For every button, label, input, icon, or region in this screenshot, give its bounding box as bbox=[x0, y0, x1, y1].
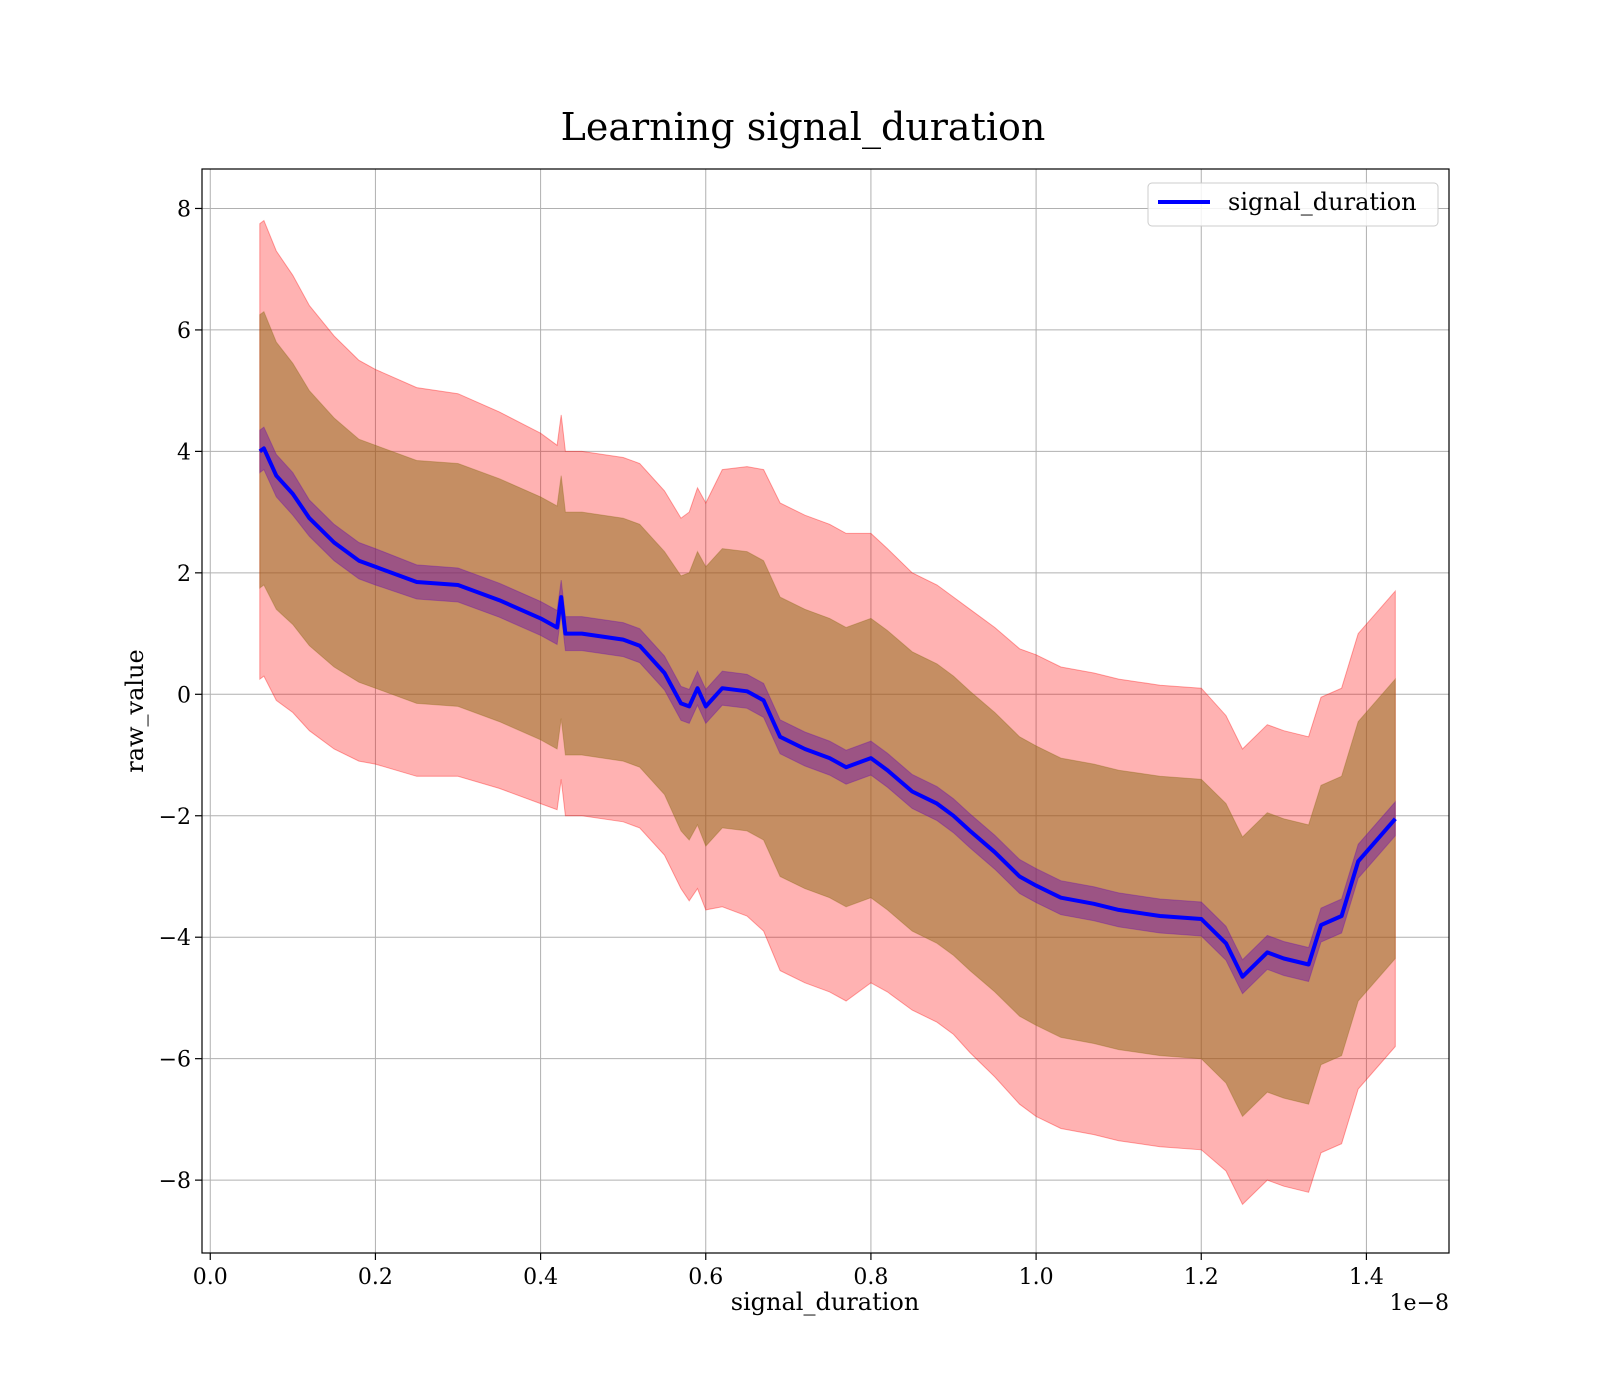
x-tick-label: 0.6 bbox=[688, 1265, 723, 1290]
chart-title: Learning signal_duration bbox=[561, 105, 1046, 150]
band-inner bbox=[259, 426, 1396, 995]
y-tick-label: 2 bbox=[177, 562, 191, 587]
legend-entry-signal-duration: signal_duration bbox=[1228, 188, 1417, 216]
y-tick-label: −6 bbox=[159, 1048, 191, 1073]
x-axis-ticks: 0.0 0.2 0.4 0.6 0.8 1.0 1.2 1.4 bbox=[193, 1253, 1384, 1290]
x-tick-label: 1.4 bbox=[1349, 1265, 1384, 1290]
x-axis-offset-label: 1e−8 bbox=[1390, 1291, 1449, 1316]
x-tick-label: 1.0 bbox=[1019, 1265, 1054, 1290]
x-tick-label: 0.8 bbox=[853, 1265, 888, 1290]
band-middle bbox=[259, 310, 1396, 1118]
x-tick-label: 0.0 bbox=[193, 1265, 228, 1290]
y-tick-label: 8 bbox=[177, 197, 191, 222]
y-tick-label: 4 bbox=[177, 440, 191, 465]
y-tick-label: −4 bbox=[159, 926, 191, 951]
y-tick-label: 0 bbox=[177, 683, 191, 708]
plot-frame bbox=[201, 168, 1450, 1254]
x-tick-label: 0.4 bbox=[523, 1265, 558, 1290]
lines bbox=[258, 446, 1397, 979]
y-axis-ticks: −8 −6 −4 −2 0 2 4 6 8 bbox=[159, 197, 202, 1194]
bands bbox=[259, 219, 1396, 1206]
x-tick-label: 1.2 bbox=[1184, 1265, 1219, 1290]
y-tick-label: 6 bbox=[177, 319, 191, 344]
x-tick-label: 0.2 bbox=[358, 1265, 393, 1290]
y-axis-label: raw_value bbox=[121, 649, 149, 773]
x-axis-label: signal_duration bbox=[731, 1288, 920, 1316]
y-tick-label: −8 bbox=[159, 1169, 191, 1194]
legend: signal_duration bbox=[1147, 182, 1439, 227]
y-tick-label: −2 bbox=[159, 805, 191, 830]
series-line-signal-duration bbox=[258, 446, 1397, 979]
legend-box bbox=[1147, 182, 1439, 227]
